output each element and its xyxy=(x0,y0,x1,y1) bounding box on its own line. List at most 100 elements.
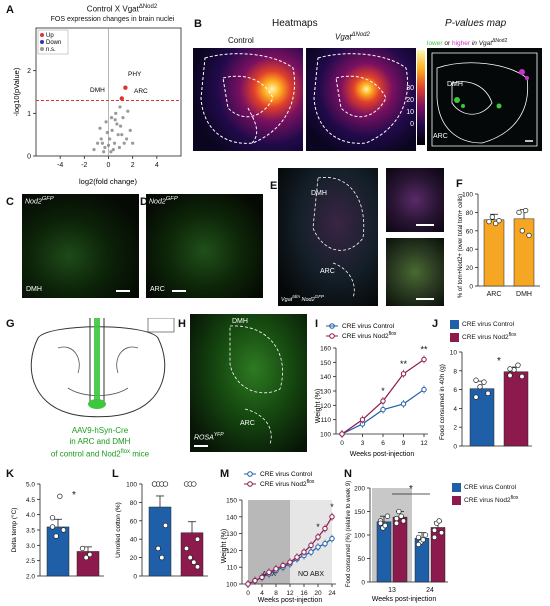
chart-k-nod2-bar xyxy=(76,551,100,577)
chart-l-control-point xyxy=(151,481,158,487)
pmap-spot-green2 xyxy=(461,104,465,108)
pvalues-map: DMH ARC xyxy=(427,48,542,151)
volcano-point xyxy=(131,141,135,145)
chart-n-control-w24-point xyxy=(422,532,429,538)
panel-a-subtitle: FOS expression changes in brain nuclei xyxy=(50,16,175,23)
micrograph-d-region: ARC xyxy=(150,286,165,293)
volcano-xtick-label: -4 xyxy=(57,162,63,169)
volcano-point xyxy=(118,105,122,109)
panel-g-caption-line3-wrap: of control and Nod2flox mice xyxy=(30,447,170,460)
chart-i-legend-control: CRE virus Control xyxy=(342,323,395,330)
chart-i-ytick-label: 120 xyxy=(320,403,331,410)
chart-n-legend-nod2: CRE virus Nod2 xyxy=(464,497,511,505)
chart-k-significance: * xyxy=(72,490,76,501)
chart-n-nod2-w24-point xyxy=(431,534,438,540)
pmap-arc: ARC xyxy=(433,133,448,140)
legend-up-dot xyxy=(40,33,44,37)
chart-n-control-w13-point xyxy=(377,520,384,526)
chart-m-legend-nod2: CRE virus Nod2flox xyxy=(260,479,315,488)
volcano-point xyxy=(100,141,105,145)
chart-n-nod2-w13-point xyxy=(396,508,402,515)
chart-m-point xyxy=(259,574,265,580)
volcano-xtick-label: 0 xyxy=(107,162,111,169)
chart-n-nod2-w24-point xyxy=(431,527,438,533)
chart-l-group: 0 20 40 60 80 100 xyxy=(126,481,208,581)
chart-i-point xyxy=(421,356,427,363)
panel-label-d: D xyxy=(140,196,148,208)
chart-j-nod2-point xyxy=(519,373,525,380)
chart-i-point xyxy=(380,398,386,404)
chart-j-legend: CRE virus Control CRE virus Nod2flox xyxy=(450,320,516,343)
chart-j-ytick-label: 0 xyxy=(453,444,457,451)
chart-f-ytick-label: 60 xyxy=(466,228,474,235)
chart-l-ytick-label: 60 xyxy=(130,518,138,525)
chart-i-significance: ** xyxy=(400,359,408,369)
heatmap-colorbar xyxy=(417,50,425,145)
volcano-xtick-label: 2 xyxy=(131,162,135,169)
chart-m-legend-control: CRE virus Control xyxy=(260,471,313,478)
chart-m-point xyxy=(329,514,335,520)
brain-schematic xyxy=(30,318,175,418)
chart-n-nod2-w13-point xyxy=(400,518,407,524)
micrograph-e-inset-top xyxy=(386,168,444,232)
volcano-point xyxy=(98,126,102,130)
volcano-point xyxy=(112,141,117,145)
chart-i-point xyxy=(380,406,386,413)
micrograph-e-genotype1-sup: tdm xyxy=(292,294,300,299)
pmap-legend-sup: ΔNod2 xyxy=(492,38,508,44)
micrograph-e-dmh: DMH xyxy=(311,190,327,197)
chart-i-xtick-label: 9 xyxy=(402,440,406,447)
chart-n-control-w24-point xyxy=(415,534,422,540)
chart-i-series-nod2 xyxy=(341,358,425,435)
heatmap-control-label: Control xyxy=(228,36,254,45)
chart-j-ytick-label: 2 xyxy=(453,425,457,432)
panel-label-a: A xyxy=(6,4,14,16)
volcano-point xyxy=(116,133,120,137)
chart-k-ytick-label: 2.0 xyxy=(26,574,35,581)
chart-i-point xyxy=(400,401,407,407)
chart-l-control-point xyxy=(155,545,161,552)
chart-i-xtick-label: 0 xyxy=(340,440,344,447)
chart-m-point xyxy=(252,577,258,584)
chart-m-point xyxy=(308,549,314,555)
chart-m-ylabel: Weight (%) xyxy=(221,529,228,564)
chart-n-legend-nod2-swatch xyxy=(452,495,461,505)
chart-f-ytick-label: 100 xyxy=(462,192,473,199)
inset-bottom-scalebar xyxy=(416,298,434,300)
micrograph-h-reporter: ROSAYFP xyxy=(194,432,224,441)
chart-m-xtick-label: 20 xyxy=(314,590,322,597)
chart-l-nod2-point xyxy=(191,481,197,487)
pmap-dmh: DMH xyxy=(447,81,463,88)
legend-down-dot xyxy=(40,40,44,44)
chart-m-legend-nod2-text: CRE virus Nod2 xyxy=(260,481,307,488)
chart-f-group: 0 20 40 60 80 100 ARC DMH xyxy=(462,192,540,298)
micrograph-e-genotype: Vgattdm Nod2GFP xyxy=(281,294,324,303)
chart-m-significance: * xyxy=(316,522,320,532)
chart-i-legend-nod2-dot xyxy=(329,333,335,339)
chart-i-ytick-label: 140 xyxy=(320,374,331,381)
chart-i-xtick-label: 12 xyxy=(420,440,428,447)
volcano-xlabel: log2(fold change) xyxy=(79,177,137,186)
chart-n-control-w13-point xyxy=(382,522,388,529)
chart-f-arc-point xyxy=(486,218,492,225)
chart-m-point xyxy=(245,581,251,587)
chart-m-point xyxy=(273,566,279,572)
panel-label-j: J xyxy=(432,318,439,330)
chart-j-control-point xyxy=(485,390,491,397)
chart-j-legend-nod2-swatch xyxy=(450,333,459,343)
micrograph-h-arc-contour xyxy=(244,408,272,445)
chart-i-ytick-label: 100 xyxy=(320,432,331,439)
chart-m-point xyxy=(322,525,328,532)
chart-m-point xyxy=(308,542,314,549)
volcano-ytick-label: 2 xyxy=(27,68,31,75)
volcano-point xyxy=(122,141,126,145)
chart-f-ytick-label: 20 xyxy=(466,265,474,272)
mouse-brain-icon xyxy=(147,318,175,333)
chart-k-control-bar xyxy=(46,526,70,577)
volcano-point xyxy=(121,116,125,120)
chart-n-nod2-w24-point xyxy=(436,518,442,524)
volcano-point xyxy=(125,137,129,141)
volcano-point xyxy=(111,148,115,152)
pmap-spot-green3 xyxy=(496,103,502,109)
chart-k-ylabel: Delta temp (°C) xyxy=(10,508,18,553)
